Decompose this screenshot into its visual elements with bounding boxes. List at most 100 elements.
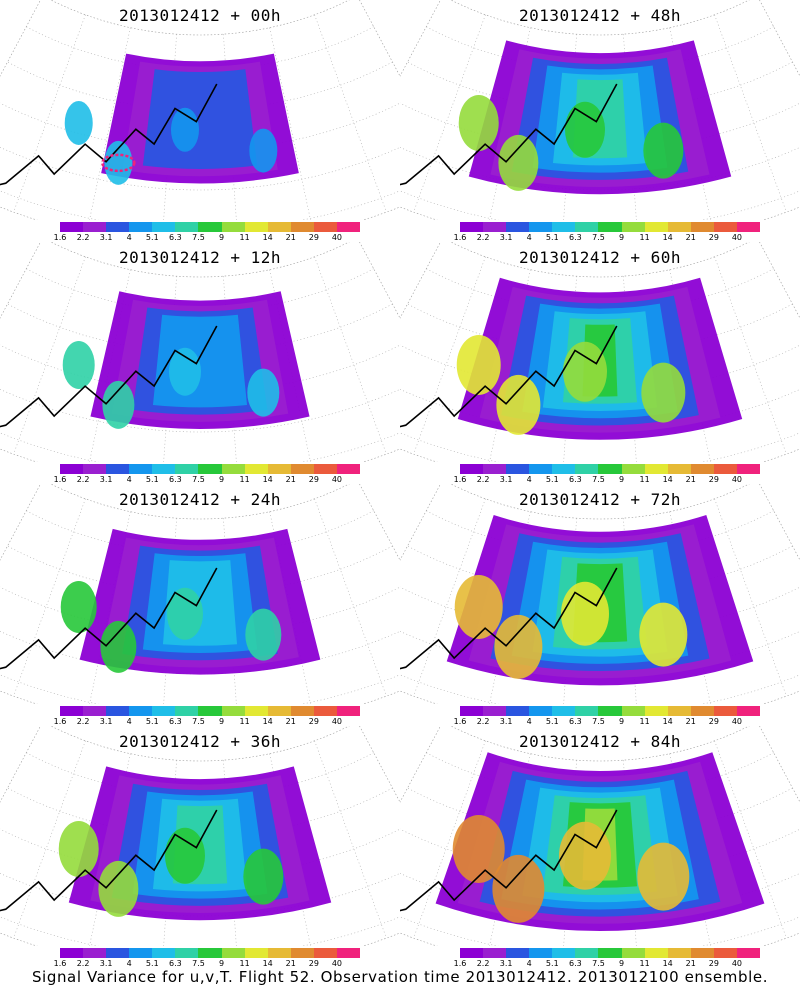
coastline (0, 83, 218, 186)
variance-band (142, 69, 258, 170)
colorbar-tick-label: 3.1 (99, 717, 113, 726)
colorbar-swatch (621, 464, 645, 474)
colorbar-tick-label: 4 (126, 717, 132, 726)
colorbar-swatch (129, 706, 153, 716)
panel-title: 2013012412 + 60h (518, 248, 682, 267)
flight-track (101, 153, 136, 173)
colorbar-swatch (621, 706, 645, 716)
colorbar-tick-label: 2.2 (476, 475, 490, 484)
colorbar-swatch (713, 706, 737, 716)
colorbar-swatch (198, 706, 222, 716)
colorbar-tick-label: 5.1 (145, 475, 159, 484)
colorbar-tick-label: 4 (526, 233, 532, 242)
colorbar-swatch (221, 706, 245, 716)
colorbar: 1.6 2.2 3.1 4 5.1 6.3 7.5 9 11 14 21 29 40 (54, 222, 361, 244)
variance-map (400, 484, 800, 704)
latitude-line (26, 510, 374, 555)
colorbar-tick-label: 6.3 (569, 717, 582, 726)
colorbar: 1.6 2.2 3.1 4 5.1 6.3 7.5 9 11 14 21 29 40 (454, 222, 761, 244)
colorbar-swatch (60, 222, 84, 232)
colorbar-tick-label: 21 (285, 959, 296, 968)
colorbar-tick-label: 40 (331, 717, 343, 726)
colorbar-tick-label: 11 (639, 233, 650, 242)
variance-maximum (98, 860, 139, 917)
colorbar-swatch (690, 706, 714, 716)
colorbar-tick-label: 40 (331, 959, 343, 968)
longitude-line (269, 27, 311, 220)
colorbar-swatch (267, 222, 291, 232)
variance-maximum (492, 854, 545, 923)
colorbar-swatch (483, 706, 507, 716)
colorbar-swatch (483, 464, 507, 474)
colorbar-swatch (506, 706, 530, 716)
colorbar-tick-label: 6.3 (169, 717, 182, 726)
variance-map (0, 242, 400, 462)
forecast-panel: 2013012412 + 12h 1.6 2.2 3.1 4 5.1 6.3 7.5 9 11 14… (0, 242, 400, 484)
colorbar-swatch (290, 464, 314, 474)
colorbar-tick-label: 21 (685, 717, 696, 726)
variance-maximum (564, 101, 605, 158)
variance-map (0, 0, 400, 220)
variance-maximum (458, 94, 499, 151)
latitude-line (0, 828, 400, 877)
colorbar-swatch (460, 464, 484, 474)
colorbar-tick-label: 21 (685, 959, 696, 968)
latitude-line (426, 268, 774, 313)
variance-maximum (639, 602, 688, 667)
colorbar-tick-label: 2.2 (476, 717, 490, 726)
colorbar-swatch (506, 948, 530, 958)
colorbar-swatch (267, 706, 291, 716)
colorbar-swatch (621, 948, 645, 958)
colorbar-swatch (336, 464, 361, 474)
figure-caption: Signal Variance for u,v,T. Flight 52. Ob… (31, 968, 769, 986)
colorbar-tick-label: 14 (662, 717, 673, 726)
latitude-line (0, 102, 400, 151)
colorbar-swatch (129, 464, 153, 474)
longitude-line (314, 14, 387, 213)
colorbar-swatch (152, 948, 176, 958)
colorbar-swatch (198, 464, 222, 474)
colorbar-swatch (290, 948, 314, 958)
colorbar-swatch (336, 948, 361, 958)
colorbar-tick-label: 7.5 (592, 959, 605, 968)
colorbar-swatch (667, 222, 691, 232)
colorbar-tick-label: 1.6 (453, 475, 467, 484)
colorbar-tick-label: 2.2 (476, 959, 490, 968)
longitude-line (714, 14, 787, 213)
forecast-panel: 2013012412 + 72h 1.6 2.2 3.1 4 5.1 6.3 7.5 9 11 14… (400, 484, 800, 726)
latitude-line (426, 26, 774, 71)
latitude-line (0, 586, 400, 635)
latitude-line (0, 432, 400, 462)
colorbar-swatch (667, 948, 691, 958)
colorbar-tick-label: 5.1 (545, 233, 559, 242)
colorbar-tick-label: 14 (262, 717, 273, 726)
colorbar-swatch (506, 222, 530, 232)
colorbar-tick-label: 2.2 (476, 233, 490, 242)
colorbar: 1.6 2.2 3.1 4 5.1 6.3 7.5 9 11 14 21 29 40 (454, 464, 761, 486)
colorbar-tick-label: 11 (639, 959, 650, 968)
colorbar-swatch (83, 706, 107, 716)
colorbar-swatch (690, 464, 714, 474)
colorbar-tick-label: 29 (708, 475, 719, 484)
colorbar-tick-label: 1.6 (53, 717, 67, 726)
map-panel-grid: 2013012412 + 00h 1.6 2.2 3.1 4 5.1 6.3 7.5 9 11 14… (0, 0, 800, 968)
forecast-panel: 2013012412 + 60h 1.6 2.2 3.1 4 5.1 6.3 7.5 9 11 14… (400, 242, 800, 484)
colorbar-swatch (506, 464, 530, 474)
colorbar-tick-label: 11 (239, 717, 250, 726)
colorbar-swatch (690, 222, 714, 232)
colorbar-swatch (129, 222, 153, 232)
forecast-panel: 2013012412 + 84h 1.6 2.2 3.1 4 5.1 6.3 7.5 9 11 14… (400, 726, 800, 968)
variance-map (400, 0, 800, 220)
colorbar-tick-label: 11 (239, 959, 250, 968)
variance-maximum (58, 820, 99, 877)
colorbar-tick-label: 5.1 (545, 717, 559, 726)
variance-band (152, 314, 248, 408)
coastline (0, 325, 218, 428)
colorbar-tick-label: 7.5 (192, 959, 205, 968)
colorbar-tick-label: 21 (285, 475, 296, 484)
colorbar-swatch (644, 706, 668, 716)
latitude-line (0, 190, 400, 220)
colorbar-tick-label: 4 (126, 475, 132, 484)
colorbar-tick-label: 3.1 (99, 959, 113, 968)
colorbar-tick-label: 14 (662, 475, 673, 484)
